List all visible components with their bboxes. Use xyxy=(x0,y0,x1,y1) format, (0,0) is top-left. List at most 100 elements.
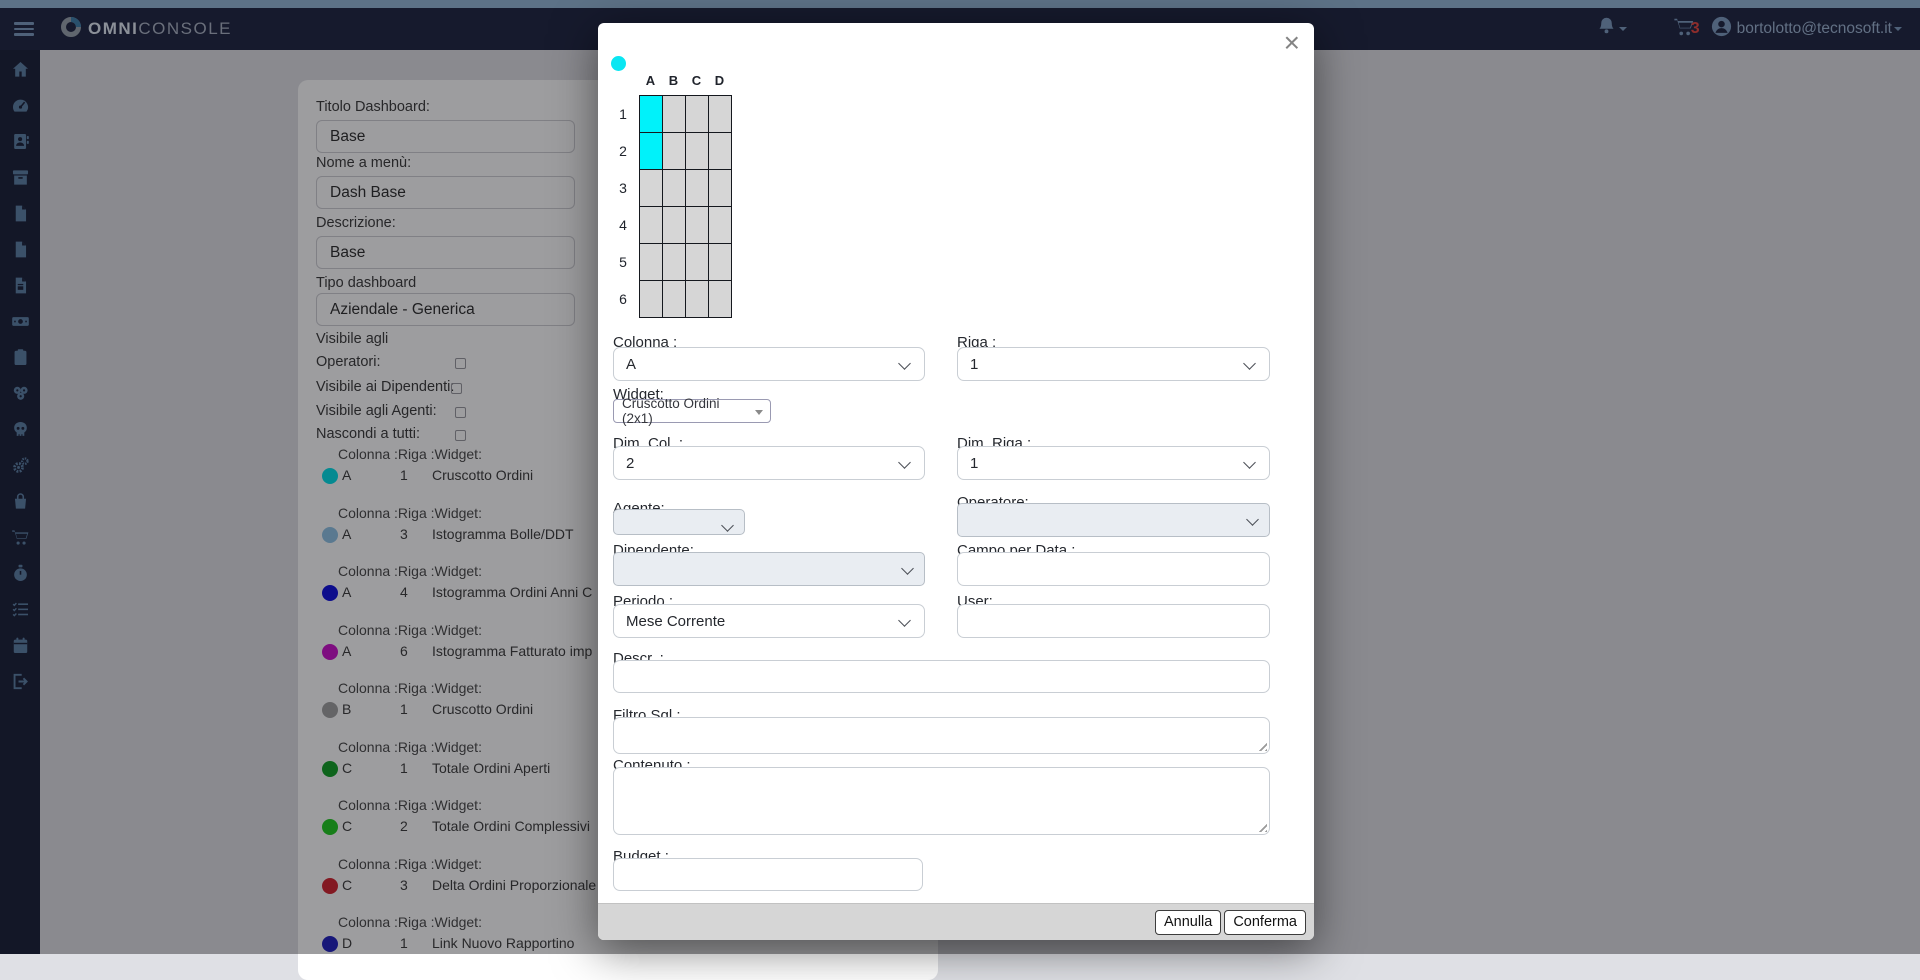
widget-list-item[interactable]: Colonna :Riga :Widget: A 3 Istogramma Bo… xyxy=(298,505,918,549)
grid-cell[interactable] xyxy=(709,207,732,244)
visibile-agenti-checkbox[interactable] xyxy=(455,407,466,418)
visibile-dipendenti-checkbox[interactable] xyxy=(451,383,462,394)
widget-select[interactable]: Cruscotto Ordini (2x1) xyxy=(613,396,771,426)
widget-color-dot xyxy=(322,878,338,894)
grid-cell[interactable] xyxy=(640,207,663,244)
grid-cell[interactable] xyxy=(640,133,663,170)
logo-text-light: CONSOLE xyxy=(138,19,233,38)
grid-cell[interactable] xyxy=(663,170,686,207)
clipboard-icon[interactable] xyxy=(11,348,30,367)
grid-cell[interactable] xyxy=(686,244,709,281)
cart-menu[interactable]: 3 xyxy=(1673,16,1700,43)
riga-select[interactable]: 1 xyxy=(957,347,1270,381)
grid-cell[interactable] xyxy=(709,133,732,170)
stopwatch-icon[interactable] xyxy=(11,564,30,583)
grid-cell[interactable] xyxy=(640,281,663,318)
grid-cell[interactable] xyxy=(640,170,663,207)
tachometer-icon[interactable] xyxy=(11,96,30,115)
checkbox-row-nascondi: Nascondi a tutti: xyxy=(316,423,488,446)
archive-box-icon[interactable] xyxy=(11,168,30,187)
nascondi-tutti-label: Nascondi a tutti: xyxy=(316,426,420,442)
tipo-dashboard-select[interactable]: Aziendale - Generica xyxy=(316,293,575,326)
grid-cell[interactable] xyxy=(663,244,686,281)
visibile-agenti-label: Visibile agli Agenti: xyxy=(316,403,437,419)
dipendente-select[interactable] xyxy=(613,552,925,586)
widget-list-item[interactable]: Colonna :Riga :Widget: C 3 Delta Ordini … xyxy=(298,856,918,900)
grid-cell[interactable] xyxy=(663,207,686,244)
grid-cell[interactable] xyxy=(686,170,709,207)
calendar-icon[interactable] xyxy=(11,636,30,655)
widget-list-item[interactable]: Colonna :Riga :Widget: D 1 Link Nuovo Ra… xyxy=(298,914,918,958)
colonna-select[interactable]: A xyxy=(613,347,925,381)
widget-list-item[interactable]: Colonna :Riga :Widget: B 1 Cruscotto Ord… xyxy=(298,680,918,724)
grid-cell[interactable] xyxy=(709,96,732,133)
user-email: bortolotto@tecnosoft.it xyxy=(1736,20,1892,37)
grid-cell[interactable] xyxy=(709,170,732,207)
address-book-icon[interactable] xyxy=(11,132,30,151)
home-icon[interactable] xyxy=(11,60,30,79)
conferma-button[interactable]: Conferma xyxy=(1224,909,1306,935)
grid-cell[interactable] xyxy=(663,96,686,133)
gears-icon[interactable] xyxy=(11,456,30,475)
widget-color-dot xyxy=(611,56,626,71)
grid-cell[interactable] xyxy=(663,133,686,170)
dim-col-select[interactable]: 2 xyxy=(613,446,925,480)
menu-icon[interactable] xyxy=(14,22,34,36)
shopping-bag-icon[interactable] xyxy=(11,492,30,511)
widget-color-dot xyxy=(322,585,338,601)
widget-list-item[interactable]: Colonna :Riga :Widget: A 6 Istogramma Fa… xyxy=(298,622,918,666)
grid-cell[interactable] xyxy=(686,133,709,170)
grid-cell[interactable] xyxy=(686,96,709,133)
filtro-sql-textarea[interactable] xyxy=(613,717,1270,754)
notifications-menu[interactable] xyxy=(1596,16,1627,42)
visibile-operatori-label: Visibile agli Operatori: xyxy=(316,331,389,370)
shopping-cart-icon[interactable] xyxy=(11,528,30,547)
caret-down-icon xyxy=(1618,27,1627,31)
grid-cell[interactable] xyxy=(686,207,709,244)
logo-pie-icon xyxy=(60,16,82,43)
nome-menu-input[interactable]: Dash Base xyxy=(316,176,575,209)
operatore-select[interactable] xyxy=(957,503,1270,537)
task-list-icon[interactable] xyxy=(11,600,30,619)
budget-input[interactable] xyxy=(613,858,923,891)
widget-list-item[interactable]: Colonna :Riga :Widget: A 4 Istogramma Or… xyxy=(298,563,918,607)
money-bill-icon[interactable] xyxy=(11,312,30,331)
contenuto-textarea[interactable] xyxy=(613,767,1270,835)
grid-cell[interactable] xyxy=(640,244,663,281)
grid-cell[interactable] xyxy=(640,96,663,133)
widget-list-item[interactable]: Colonna :Riga :Widget: C 2 Totale Ordini… xyxy=(298,797,918,841)
grid-cell[interactable] xyxy=(709,281,732,318)
close-icon[interactable]: × xyxy=(1283,27,1300,58)
widget-list-item[interactable]: Colonna :Riga :Widget: A 1 Cruscotto Ord… xyxy=(298,446,918,490)
visibile-operatori-checkbox[interactable] xyxy=(455,358,466,369)
grid-cell[interactable] xyxy=(686,281,709,318)
titolo-dashboard-label: Titolo Dashboard: xyxy=(316,99,430,115)
app-logo[interactable]: OMNICONSOLE xyxy=(60,16,232,43)
campo-per-data-input[interactable] xyxy=(957,552,1270,586)
tipo-dashboard-label: Tipo dashboard xyxy=(316,275,417,291)
logout-icon[interactable] xyxy=(11,672,30,691)
titolo-dashboard-input[interactable]: Base xyxy=(316,120,575,153)
grid-cell[interactable] xyxy=(709,244,732,281)
widget-color-dot xyxy=(322,936,338,952)
coins-icon[interactable] xyxy=(11,384,30,403)
descr-input[interactable] xyxy=(613,660,1270,693)
dim-riga-select[interactable]: 1 xyxy=(957,446,1270,480)
widget-list-item[interactable]: Colonna :Riga :Widget: C 1 Totale Ordini… xyxy=(298,739,918,783)
nascondi-tutti-checkbox[interactable] xyxy=(455,430,466,441)
user-input[interactable] xyxy=(957,604,1270,638)
user-menu[interactable]: bortolotto@tecnosoft.it xyxy=(1710,15,1902,43)
skull-icon[interactable] xyxy=(11,420,30,439)
cart-count-badge: 3 xyxy=(1690,20,1700,37)
periodo-select[interactable]: Mese Corrente xyxy=(613,604,925,638)
grid-cell[interactable] xyxy=(663,281,686,318)
visibile-dipendenti-label: Visibile ai Dipendenti: xyxy=(316,379,455,395)
agente-select[interactable] xyxy=(613,509,745,535)
file-icon[interactable] xyxy=(11,204,30,223)
file-invoice-icon[interactable] xyxy=(11,276,30,295)
file-icon[interactable] xyxy=(11,240,30,259)
annulla-button[interactable]: Annulla xyxy=(1154,909,1222,935)
descrizione-input[interactable]: Base xyxy=(316,236,575,269)
widget-color-dot xyxy=(322,527,338,543)
